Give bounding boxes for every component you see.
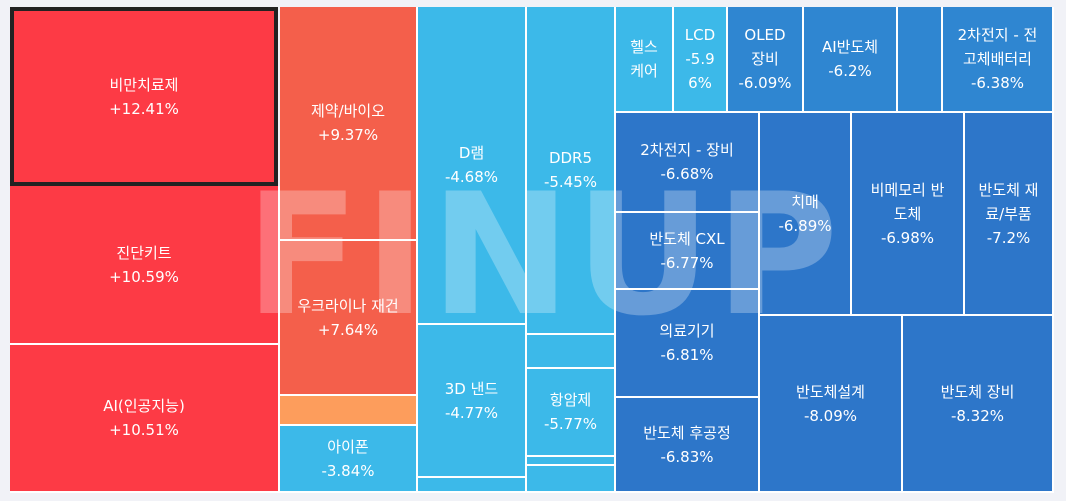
tile-change: -6.98% bbox=[880, 228, 935, 247]
tile-dementia[interactable]: 치매 -6.89% bbox=[760, 113, 852, 316]
tile-name: 아이폰 bbox=[327, 437, 369, 456]
tile-small-2[interactable] bbox=[527, 335, 616, 369]
tile-small-gain[interactable] bbox=[280, 396, 418, 426]
tile-change: -4.77% bbox=[444, 403, 499, 422]
tile-name: OLED 장비 bbox=[744, 26, 786, 68]
tile-name: 3D 낸드 bbox=[444, 379, 499, 398]
tile-diagnostic-kit[interactable]: 진단키트 +10.59% bbox=[10, 186, 280, 345]
tile-change: -3.84% bbox=[321, 461, 375, 480]
tile-ai-semiconductor[interactable]: AI반도체 -6.2% bbox=[804, 7, 898, 113]
tile-change: -5.45% bbox=[543, 173, 598, 191]
tile-change: +10.59% bbox=[109, 267, 179, 286]
tile-change: -5.9 6% bbox=[685, 50, 715, 92]
tile-change: -4.68% bbox=[444, 168, 499, 186]
tile-lcd[interactable]: LCD -5.9 6% bbox=[674, 7, 728, 113]
tile-name: 반도체 장비 bbox=[940, 382, 1015, 401]
tile-back-end-process[interactable]: 반도체 후공정 -6.83% bbox=[616, 398, 760, 493]
tile-name: 비메모리 반 도체 bbox=[870, 180, 945, 223]
tile-name: AI(인공지능) bbox=[103, 397, 185, 415]
tile-change: -6.81% bbox=[660, 346, 714, 364]
tile-oled-equipment[interactable]: OLED 장비 -6.09% bbox=[728, 7, 804, 113]
tile-change: -6.38% bbox=[970, 74, 1025, 92]
tile-name: LCD bbox=[684, 26, 716, 44]
tile-change: -8.09% bbox=[803, 406, 858, 425]
tile-small-1[interactable] bbox=[418, 478, 527, 493]
tile-name: 2차전지 - 장비 bbox=[640, 141, 734, 159]
tile-obesity-drug[interactable]: 비만치료제 +12.41% bbox=[10, 7, 278, 186]
tile-name: 반도체 후공정 bbox=[643, 423, 731, 442]
tile-semiconductor-cxl[interactable]: 반도체 CXL -6.77% bbox=[616, 213, 760, 290]
tile-semiconductor-materials[interactable]: 반도체 재 료/부품 -7.2% bbox=[965, 113, 1054, 316]
tile-small-3[interactable] bbox=[527, 457, 616, 466]
tile-medical-devices[interactable]: 의료기기 -6.81% bbox=[616, 290, 760, 398]
tile-semiconductor-equipment[interactable]: 반도체 장비 -8.32% bbox=[903, 316, 1054, 493]
tile-change: +9.37% bbox=[317, 126, 379, 144]
tile-ddr5[interactable]: DDR5 -5.45% bbox=[527, 7, 616, 335]
tile-battery-equipment[interactable]: 2차전지 - 장비 -6.68% bbox=[616, 113, 760, 213]
tile-semiconductor-design[interactable]: 반도체설계 -8.09% bbox=[760, 316, 903, 493]
tile-name: DDR5 bbox=[548, 149, 593, 167]
tile-healthcare[interactable]: 헬스 케어 bbox=[616, 7, 674, 113]
tile-solid-state-battery[interactable]: 2차전지 - 전 고체배터리 -6.38% bbox=[943, 7, 1054, 113]
tile-ukraine-rebuild[interactable]: 우크라이나 재건 +7.64% bbox=[280, 241, 418, 396]
tile-3d-nand[interactable]: 3D 낸드 -4.77% bbox=[418, 325, 527, 478]
tile-change: -6.89% bbox=[778, 216, 832, 235]
tile-change: +7.64% bbox=[317, 320, 379, 339]
tile-non-memory[interactable]: 비메모리 반 도체 -6.98% bbox=[852, 113, 965, 316]
tile-dram[interactable]: D램 -4.68% bbox=[418, 7, 527, 325]
tile-change: -8.32% bbox=[950, 406, 1005, 425]
tile-change: +10.51% bbox=[109, 421, 179, 439]
tile-small-4[interactable] bbox=[527, 466, 616, 493]
tile-change: -5.77% bbox=[543, 415, 598, 433]
tile-change: -6.68% bbox=[660, 165, 714, 183]
tile-change: -7.2% bbox=[986, 228, 1031, 247]
tile-name: 반도체설계 bbox=[795, 382, 865, 401]
tile-change: +12.41% bbox=[109, 99, 179, 118]
tile-small-5[interactable] bbox=[898, 7, 943, 113]
tile-name: 항암제 bbox=[549, 391, 592, 409]
tile-name: 반도체 재 료/부품 bbox=[978, 180, 1039, 223]
tile-name: 헬스 케어 bbox=[630, 38, 658, 80]
tile-change: -6.83% bbox=[660, 447, 714, 466]
tile-name: AI반도체 bbox=[821, 38, 879, 56]
tile-iphone[interactable]: 아이폰 -3.84% bbox=[280, 426, 418, 493]
tile-name: 반도체 CXL bbox=[649, 229, 725, 248]
tile-name: 우크라이나 재건 bbox=[297, 296, 399, 315]
tile-pharma-bio[interactable]: 제약/바이오 +9.37% bbox=[280, 7, 418, 241]
tile-name: 비만치료제 bbox=[109, 75, 179, 94]
tile-name: 2차전지 - 전 고체배터리 bbox=[957, 26, 1038, 68]
tile-name: 치매 bbox=[791, 192, 819, 211]
tile-change: -6.2% bbox=[828, 62, 872, 80]
tile-name: 진단키트 bbox=[116, 243, 172, 262]
tile-name: D램 bbox=[458, 144, 485, 162]
tile-ai[interactable]: AI(인공지능) +10.51% bbox=[10, 345, 280, 493]
tile-change: -6.09% bbox=[738, 74, 792, 92]
tile-anticancer[interactable]: 항암제 -5.77% bbox=[527, 369, 616, 457]
tile-change: -6.77% bbox=[660, 253, 714, 272]
tile-name: 의료기기 bbox=[659, 322, 715, 340]
tile-name: 제약/바이오 bbox=[310, 102, 386, 120]
